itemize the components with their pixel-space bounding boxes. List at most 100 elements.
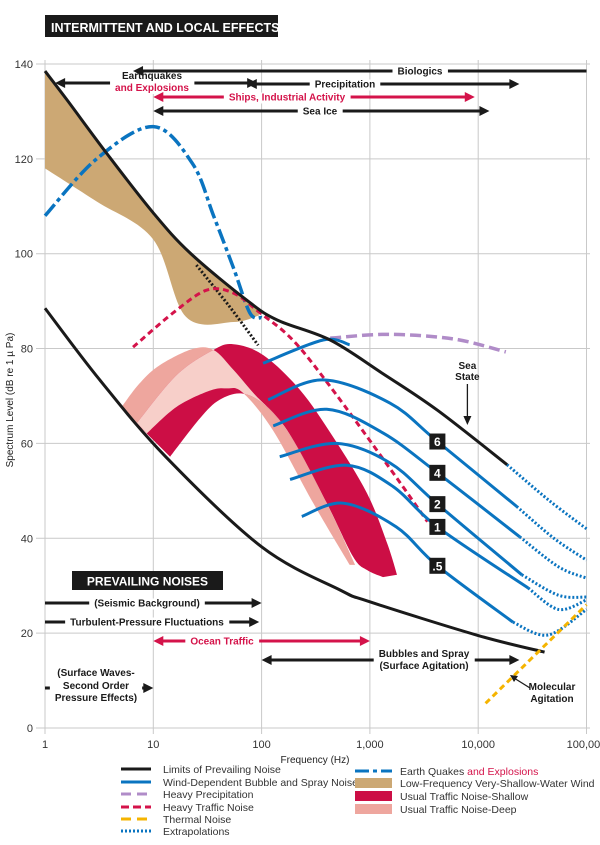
legend-label: Heavy Precipitation [163, 789, 254, 801]
x-tick-label: 1,000 [356, 739, 384, 751]
prevailing-title: PREVAILING NOISES [72, 571, 223, 590]
label-background [185, 636, 260, 648]
range-label-text: Second Order [63, 681, 129, 692]
noise-bands [45, 71, 398, 578]
intermittent-range-label: Ships, Industrial Activity [223, 92, 351, 104]
range-label-text: Earthquakes [122, 71, 182, 82]
label-background [309, 79, 381, 91]
arrowhead-icon [143, 683, 154, 693]
sea-state-label: 1 [434, 520, 441, 534]
limits-of-prevailing-noise-extrapolation [506, 463, 588, 530]
arrowhead-icon [251, 598, 262, 608]
sea-state-label: 6 [434, 435, 441, 449]
range-label-text: Turbulent-Pressure Fluctuations [70, 618, 224, 629]
legend-label-main: Low-Frequency Very-Shallow-Water Wind [400, 778, 595, 790]
legend-label: Usual Traffic Noise-Deep [400, 804, 517, 816]
wind-dependent-bubble-and-spray-noise-sea-state-6-curve [267, 378, 518, 508]
legend-label-main: Earth Quakes [400, 766, 464, 778]
prevailing-range-label: Ocean Traffic [185, 636, 260, 648]
y-axis-label: Spectrum Level (dB re 1 µ Pa) [5, 333, 16, 468]
wind-dependent-bubble-and-spray-noise-sea-state-1-curve [289, 463, 530, 590]
range-label-text: Sea Ice [303, 107, 338, 118]
prevailing-title-text: PREVAILING NOISES [87, 575, 208, 589]
x-tick-label: 1 [42, 739, 48, 751]
arrowhead-icon [464, 92, 475, 102]
sea-state-box [429, 496, 446, 513]
label-background [297, 106, 343, 118]
prevailing-range-label: Bubbles and Spray(Surface Agitation) [373, 649, 475, 672]
y-tick-label: 60 [21, 438, 33, 450]
y-tick-label: 20 [21, 628, 33, 640]
legend-swatch [355, 778, 392, 788]
arrowhead-icon [249, 617, 260, 627]
heavy-precipitation-curve [330, 332, 507, 354]
intermittent-title: INTERMITTENT AND LOCAL EFFECTS [45, 15, 279, 37]
wind-dependent-bubble-and-spray-noise-curve [262, 337, 351, 365]
range-label-text: Pressure Effects) [55, 693, 137, 704]
molecular-agitation-arrowhead [510, 675, 518, 682]
wind-dependent-bubble-and-spray-noise-sea-state-05-curve [301, 501, 514, 624]
arrowhead-icon [479, 106, 490, 116]
arrowhead-icon [153, 106, 164, 116]
wind-dependent-bubble-and-spray-noise-sea-state-05-extrapolation [512, 608, 588, 637]
wind-shallow-band [45, 71, 260, 325]
label-background [65, 617, 230, 629]
wind-dependent-bubble-and-spray-noise-sea-state-4-curve [272, 407, 521, 539]
x-tick-label: 100 [252, 739, 270, 751]
x-axis-label: Frequency (Hz) [281, 755, 350, 766]
arrowhead-icon [509, 79, 520, 89]
sea-state-title: Sea [458, 361, 476, 372]
sea-state-box [429, 464, 446, 481]
y-tick-label: 100 [15, 249, 33, 261]
range-label-text: and Explosions [115, 83, 189, 94]
range-label-text: (Seismic Background) [94, 599, 200, 610]
traffic-shallow-band [136, 344, 398, 578]
label-background [110, 71, 195, 94]
legend-swatch [355, 791, 392, 801]
molecular-agitation-arrow [513, 677, 531, 689]
wind-dependent-bubble-and-spray-noise-sea-state-2-curve [279, 441, 523, 576]
sea-state-label: 4 [434, 466, 441, 480]
label-background [392, 66, 448, 78]
sea-state-arrowhead [463, 416, 472, 425]
wind-dependent-bubble-and-spray-noise-sea-state-6-extrapolation [515, 505, 588, 562]
range-label-text: Ocean Traffic [190, 637, 254, 648]
limits-of-prevailing-noise-upper-curve [195, 264, 260, 347]
sea-state-box [429, 557, 446, 574]
sea-state-label: .5 [432, 559, 442, 573]
arrowhead-icon [359, 636, 370, 646]
arrowhead-icon [261, 655, 272, 665]
legend-label: Heavy Traffic Noise [163, 802, 254, 814]
label-background [89, 598, 205, 610]
y-tick-label: 140 [15, 59, 33, 71]
arrowhead-icon [509, 655, 520, 665]
wind-dependent-bubble-and-spray-noise-sea-state-1-extrapolation [527, 586, 588, 612]
intermittent-range-label: Sea Ice [297, 106, 343, 118]
arrowhead-icon [153, 636, 164, 646]
range-label-text: Bubbles and Spray [379, 649, 470, 660]
wind-dependent-bubble-and-spray-noise-sea-state-4-extrapolation [518, 535, 588, 580]
legend-label-main: Usual Traffic Noise-Shallow [400, 791, 529, 803]
molecular-agitation-label: Agitation [530, 694, 573, 705]
limits-of-prevailing-noise-curve [43, 70, 509, 466]
intermittent-range-label: Precipitation [309, 79, 381, 91]
sea-state-box [429, 433, 446, 450]
legend-label: Usual Traffic Noise-Shallow [400, 791, 529, 803]
legend-label: Thermal Noise [163, 814, 231, 826]
noise-curves [43, 70, 588, 705]
arrowhead-icon [133, 66, 144, 76]
prevailing-range-label: (Seismic Background) [89, 598, 205, 610]
intermittent-title-text: INTERMITTENT AND LOCAL EFFECTS [51, 21, 279, 35]
legend-label-main: Usual Traffic Noise-Deep [400, 804, 517, 816]
y-tick-label: 80 [21, 344, 33, 356]
sea-state-label: 2 [434, 498, 441, 512]
legend-label: Wind-Dependent Bubble and Spray Noise [163, 777, 358, 789]
range-label-text: (Surface Agitation) [379, 661, 468, 672]
limits-of-prevailing-noise-curve [43, 307, 545, 654]
x-tick-label: 10 [147, 739, 159, 751]
range-label-text: Biologics [397, 67, 442, 78]
